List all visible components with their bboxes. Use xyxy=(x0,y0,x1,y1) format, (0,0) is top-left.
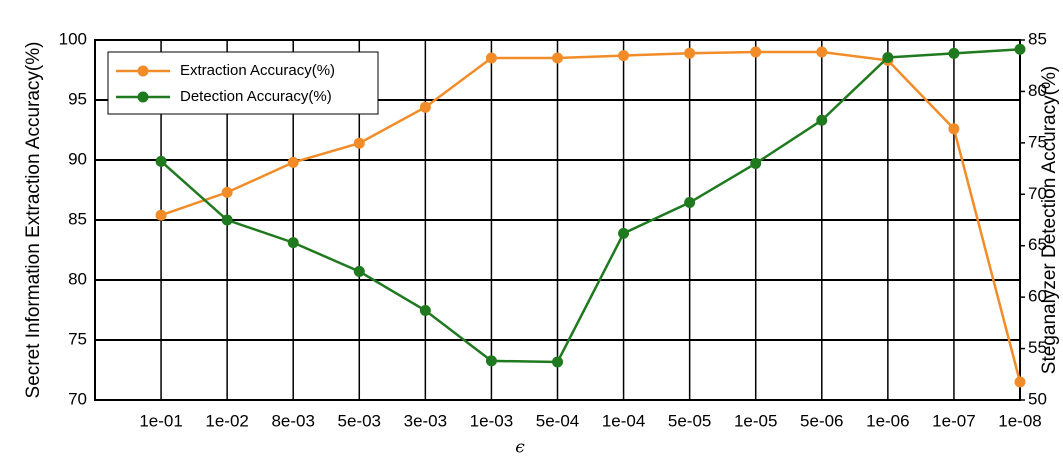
point xyxy=(816,46,828,58)
point xyxy=(948,47,960,59)
x-tick-label: 1e-01 xyxy=(139,411,182,430)
x-tick-label: 1e-03 xyxy=(470,411,513,430)
point xyxy=(552,52,563,64)
point xyxy=(1014,43,1026,55)
y2-tick-label: 55 xyxy=(1028,338,1047,357)
y2-tick-label: 60 xyxy=(1028,287,1047,306)
point xyxy=(882,51,894,63)
point xyxy=(221,214,233,226)
point xyxy=(419,305,431,317)
point xyxy=(221,186,233,198)
x-tick-label: 1e-05 xyxy=(734,411,777,430)
x-tick-label: 8e-03 xyxy=(271,411,314,430)
y2-tick-label: 80 xyxy=(1028,81,1047,100)
y-tick-label: 90 xyxy=(68,149,87,168)
point xyxy=(684,47,696,59)
y-tick-label: 70 xyxy=(68,389,87,408)
legend-marker xyxy=(137,65,149,77)
point xyxy=(684,197,696,209)
point xyxy=(155,209,167,221)
plot-frame xyxy=(94,39,1021,401)
series-line xyxy=(160,50,1022,383)
y2-axis-label: Steganalyzer Detection Accuracy(%) xyxy=(1039,66,1060,374)
x-tick-label: 3e-03 xyxy=(404,411,447,430)
legend-box xyxy=(107,51,379,115)
y-tick-label: 80 xyxy=(68,269,87,288)
point xyxy=(353,137,365,149)
y2-tick-label: 50 xyxy=(1028,389,1047,408)
point xyxy=(485,355,497,367)
point xyxy=(816,114,828,126)
legend-label: Detection Accuracy(%) xyxy=(180,88,332,105)
point xyxy=(618,227,630,239)
y-tick-label: 100 xyxy=(59,29,87,48)
x-tick-label: 1e-06 xyxy=(866,411,909,430)
point xyxy=(1014,376,1026,388)
point xyxy=(287,156,299,168)
point xyxy=(485,52,497,64)
point xyxy=(155,155,167,167)
y2-tick-label: 65 xyxy=(1028,235,1047,254)
point xyxy=(948,123,960,135)
y2-tick-label: 70 xyxy=(1028,184,1047,203)
series-line xyxy=(160,48,1021,364)
x-tick-label: 1e-02 xyxy=(205,411,248,430)
point xyxy=(618,50,630,62)
y2-tick-label: 85 xyxy=(1028,29,1047,48)
point xyxy=(353,265,365,277)
y-tick-label: 75 xyxy=(68,329,87,348)
legend-label: Extraction Accuracy(%) xyxy=(180,62,335,79)
x-tick-label: 5e-04 xyxy=(536,411,579,430)
point xyxy=(750,46,762,58)
x-tick-label: 5e-03 xyxy=(338,411,381,430)
legend-marker xyxy=(137,91,149,103)
x-tick-label: 5e-06 xyxy=(800,411,843,430)
point xyxy=(552,356,563,368)
x-axis-label: ϵ xyxy=(515,438,525,458)
x-tick-label: 5e-05 xyxy=(668,411,711,430)
x-tick-label: 1e-04 xyxy=(602,411,645,430)
point xyxy=(419,101,431,113)
x-tick-label: 1e-08 xyxy=(998,411,1041,430)
y2-tick-label: 75 xyxy=(1028,132,1047,151)
y-tick-label: 85 xyxy=(68,209,87,228)
y-axis-label: Secret Information Extraction Accuracy(%… xyxy=(23,42,44,399)
point xyxy=(287,237,299,249)
point xyxy=(750,157,762,169)
y-tick-label: 95 xyxy=(68,89,87,108)
x-tick-label: 1e-07 xyxy=(932,411,975,430)
